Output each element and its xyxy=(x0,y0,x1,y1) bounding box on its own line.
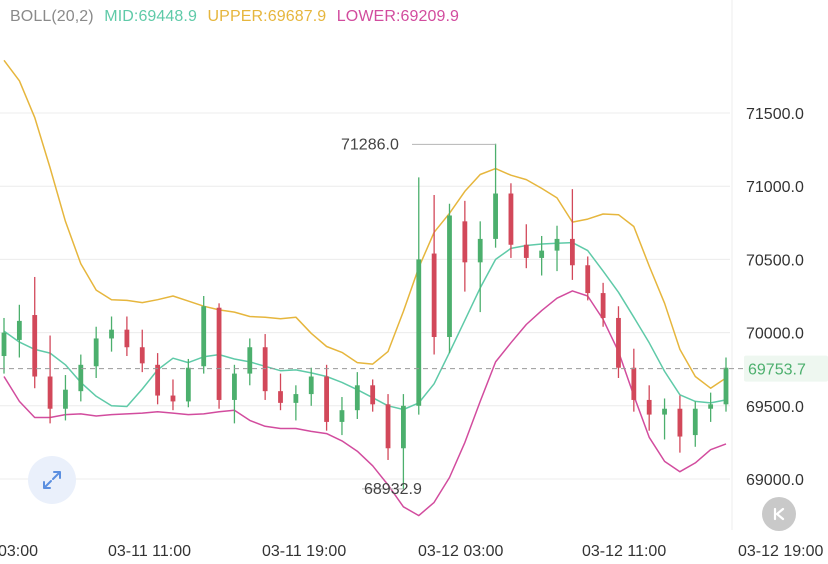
candle-body xyxy=(1,332,7,357)
candle-body xyxy=(723,367,729,405)
candle-body xyxy=(662,408,667,415)
candle-body xyxy=(708,404,714,409)
candle-body xyxy=(93,338,99,367)
candle-body xyxy=(109,329,114,339)
candle-body xyxy=(493,193,498,239)
band-upper xyxy=(3,59,727,389)
candle-body xyxy=(247,347,253,374)
candle-body xyxy=(185,367,191,402)
band-lower xyxy=(3,290,727,517)
candle-body xyxy=(308,376,314,395)
candle-body xyxy=(646,399,652,415)
candle-body xyxy=(16,320,22,340)
candle-body xyxy=(339,410,345,422)
candle-body xyxy=(278,391,283,403)
current-price-tag-bg xyxy=(744,355,828,382)
candle-body xyxy=(631,367,637,400)
y-tick-label: 69000.0 xyxy=(746,472,804,489)
candle-body xyxy=(477,238,483,263)
candle-body xyxy=(170,395,176,402)
x-tick-label: 03-12 03:00 xyxy=(418,543,504,560)
candle-body xyxy=(508,193,514,245)
current-price-tag: 69753.7 xyxy=(748,362,806,379)
candle-body xyxy=(523,244,529,258)
candle-body xyxy=(416,259,422,406)
expand-arrows-icon xyxy=(43,471,61,489)
candle-body xyxy=(554,238,560,251)
expand-button[interactable] xyxy=(28,456,76,504)
candle-body xyxy=(47,376,53,409)
x-tick-label: 03-11 19:00 xyxy=(262,543,346,560)
candle-body xyxy=(616,317,621,368)
candle-body xyxy=(677,408,683,437)
y-tick-label: 70000.0 xyxy=(746,326,804,343)
candle-body xyxy=(431,253,437,337)
candle-body xyxy=(78,364,84,392)
candle-body xyxy=(447,215,452,337)
legend: BOLL(20,2) MID:69448.9 UPPER:69687.9 LOW… xyxy=(10,8,465,26)
band-mid xyxy=(3,241,727,411)
candle-body xyxy=(692,408,698,436)
candle-body xyxy=(232,373,237,400)
candle-body xyxy=(569,238,575,266)
candle-body xyxy=(462,221,468,263)
x-tick-label: 03:00 xyxy=(0,543,38,560)
candle-body xyxy=(63,389,68,409)
legend-lower: LOWER:69209.9 xyxy=(336,8,460,25)
candle-body xyxy=(139,347,145,364)
candle-body xyxy=(324,376,329,422)
candle-body xyxy=(216,307,222,400)
legend-indicator: BOLL(20,2) xyxy=(10,8,94,25)
y-tick-label: 69500.0 xyxy=(746,399,804,416)
candle-body xyxy=(354,385,360,411)
x-tick-label: 03-12 11:00 xyxy=(582,543,666,560)
candle-body xyxy=(401,405,406,449)
y-tick-label: 70500.0 xyxy=(746,252,804,269)
scroll-to-latest-button[interactable] xyxy=(762,497,796,531)
high-annotation: 71286.0 xyxy=(341,136,399,153)
candle-body xyxy=(585,265,591,294)
chevron-left-end-icon xyxy=(773,507,785,521)
x-tick-label: 03-12 19:00 xyxy=(738,543,824,560)
legend-mid: MID:69448.9 xyxy=(104,8,197,25)
candle-body xyxy=(370,385,376,405)
y-tick-label: 71000.0 xyxy=(746,179,804,196)
low-annotation: 68932.9 xyxy=(364,481,422,498)
candle-body xyxy=(539,250,545,258)
legend-upper: UPPER:69687.9 xyxy=(207,8,327,25)
candle-body xyxy=(201,306,207,367)
candle-body xyxy=(155,364,161,396)
candle-body xyxy=(600,293,606,318)
candle-body xyxy=(262,347,268,392)
candle-body xyxy=(124,329,130,348)
y-tick-label: 71500.0 xyxy=(746,106,804,123)
x-tick-label: 03-11 11:00 xyxy=(108,543,191,560)
candle-body xyxy=(385,404,391,449)
candle-body xyxy=(32,315,38,377)
candle-body xyxy=(293,394,299,403)
